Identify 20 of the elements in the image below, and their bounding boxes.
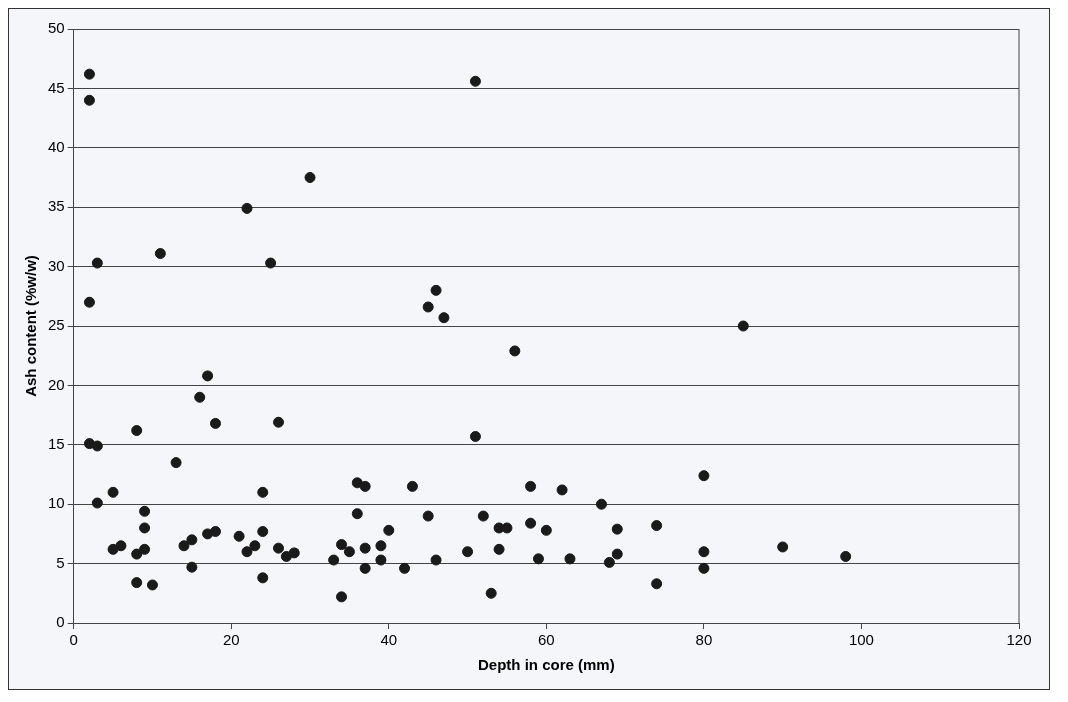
y-tick-label: 15 xyxy=(48,434,65,452)
y-tick-label: 10 xyxy=(48,494,65,512)
y-tick-label: 50 xyxy=(48,19,65,37)
x-tick-label: 20 xyxy=(222,631,240,649)
y-tick-label: 45 xyxy=(48,78,65,96)
x-tick-label: 40 xyxy=(380,631,398,649)
x-axis-title: Depth in core (mm) xyxy=(478,656,615,674)
y-tick-label: 30 xyxy=(48,256,65,274)
y-tick-label: 5 xyxy=(56,553,65,571)
y-tick-label: 25 xyxy=(48,316,65,334)
x-tick-label: 60 xyxy=(538,631,555,649)
x-tick-label: 120 xyxy=(1006,631,1032,649)
y-tick-label: 20 xyxy=(48,375,65,393)
x-tick-label: 100 xyxy=(848,631,874,649)
y-tick-label: 0 xyxy=(56,613,65,631)
y-tick-label: 40 xyxy=(48,137,65,155)
y-axis-title: Ash content (%w/w) xyxy=(22,255,40,397)
x-tick-label: 80 xyxy=(695,631,713,649)
x-tick-label: 0 xyxy=(69,631,78,649)
y-tick-label: 35 xyxy=(48,197,65,215)
